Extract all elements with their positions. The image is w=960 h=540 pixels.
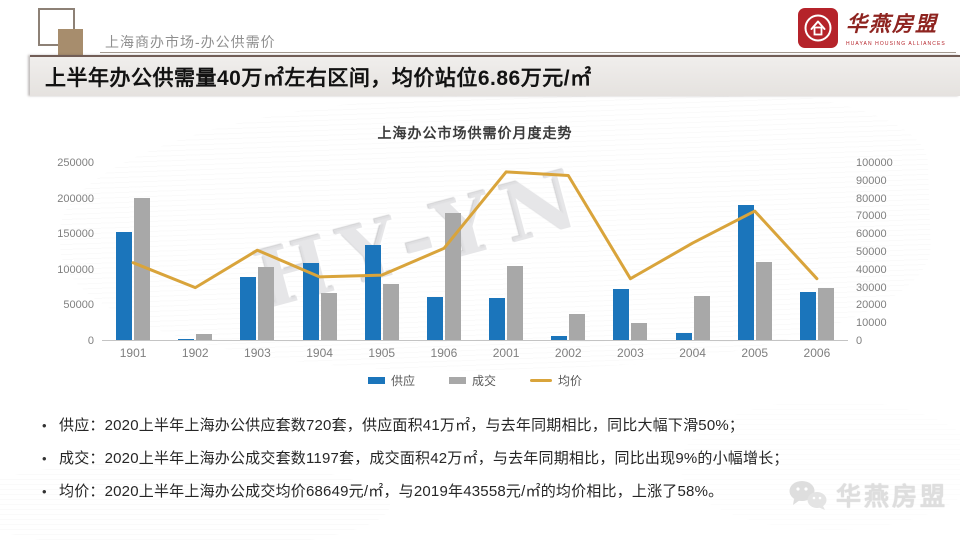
chart-legend: 供应 成交 均价 [102, 372, 848, 389]
bar-supply [613, 289, 630, 340]
line-avg-price [131, 170, 819, 290]
deco-square-outline [38, 8, 75, 46]
bar-deal [134, 197, 151, 340]
y-axis-tick-label: 100000 [57, 263, 94, 276]
legend-swatch-deal [448, 377, 466, 384]
y-axis-tick-label: 0 [856, 335, 863, 347]
brand-watermark: 华燕房盟 [788, 477, 948, 513]
bar-deal [444, 213, 461, 340]
y-axis-tick-label: 150000 [57, 228, 94, 241]
legend-label-deal: 成交 [471, 374, 496, 388]
x-axis-tick-label: 2004 [679, 346, 706, 360]
logo-text: 华燕房盟 [846, 11, 938, 36]
y-axis-tick-label: 60000 [856, 228, 887, 241]
y-axis-tick-label: 70000 [856, 210, 887, 223]
plot-area: HY-YN [102, 149, 848, 341]
legend-item-deal: 成交 [448, 372, 496, 389]
x-axis-tick-label: 2002 [554, 346, 582, 360]
legend-label-supply: 供应 [390, 374, 415, 388]
bar-supply [737, 204, 754, 340]
x-axis: 1901 1902 1903 1904 1905 1906 2001 2002 2003 2004… [102, 347, 848, 363]
x-axis-tick-label: 2006 [803, 346, 831, 360]
bar-deal [507, 265, 524, 340]
bar-supply [116, 231, 133, 340]
bar-supply [178, 338, 195, 340]
y-axis-tick-label: 200000 [57, 192, 94, 205]
bar-supply [426, 296, 443, 340]
y-axis-tick-label: 100000 [856, 157, 893, 169]
x-axis-tick-label: 1902 [181, 346, 209, 360]
bar-deal [631, 322, 648, 340]
bar-deal [755, 261, 772, 340]
x-axis-tick-label: 2005 [741, 346, 769, 360]
right-y-axis: 0 10000 20000 30000 40000 50000 60000 70000 8000… [856, 157, 926, 347]
deco-square-fill [58, 29, 83, 57]
bar-deal [569, 314, 586, 340]
logo: 华燕房盟 HUAYAN HOUSING ALLIANCES [798, 8, 946, 48]
legend-swatch-supply [367, 377, 385, 384]
bar-deal [258, 267, 275, 340]
bar-deal [320, 293, 337, 340]
y-axis-tick-label: 10000 [856, 317, 887, 330]
logo-text-block: 华燕房盟 HUAYAN HOUSING ALLIANCES [846, 8, 946, 47]
bar-deal [196, 334, 213, 340]
x-axis-tick-label: 2001 [492, 346, 520, 360]
y-axis-tick-label: 90000 [856, 174, 887, 187]
breadcrumb: 上海商办市场-办公供需价 [105, 34, 276, 50]
bar-deal [817, 288, 834, 340]
chart-title: 上海办公市场供需价月度走势 [377, 125, 573, 141]
line-layer [131, 170, 819, 290]
bar-supply [240, 277, 257, 340]
y-axis-tick-label: 250000 [57, 157, 94, 169]
header-divider [100, 52, 956, 53]
y-axis-tick-label: 20000 [856, 299, 887, 312]
bullet-deal: 成交：2020上半年上海办公成交套数1197套，成交面积42万㎡，与去年同期相比… [40, 449, 930, 469]
wechat-icon [789, 481, 827, 510]
bar-supply [675, 332, 692, 340]
bar-supply [799, 291, 816, 340]
logo-icon [798, 8, 838, 48]
bar-deal [382, 284, 399, 340]
x-axis-tick-label: 1905 [368, 346, 396, 360]
bar-supply [364, 244, 381, 340]
x-axis-tick-label: 1901 [119, 346, 147, 360]
bar-supply [302, 263, 319, 340]
legend-item-avg-price: 均价 [530, 372, 582, 389]
x-axis-tick-label: 1906 [430, 346, 458, 360]
logo-subtext: HUAYAN HOUSING ALLIANCES [846, 41, 946, 47]
bullet-price: 均价：2020上半年上海办公成交均价68649元/㎡，与2019年43558元/… [40, 482, 930, 502]
y-axis-tick-label: 0 [87, 335, 94, 347]
y-axis-tick-label: 30000 [856, 281, 887, 294]
house-emblem-icon [804, 14, 832, 42]
legend-label-avg-price: 均价 [558, 374, 583, 388]
summary-bullets: 供应：2020上半年上海办公供应套数720套，供应面积41万㎡，与去年同期相比，… [40, 416, 930, 515]
bar-supply [551, 335, 568, 340]
y-axis-tick-label: 80000 [856, 192, 887, 205]
y-axis-tick-label: 50000 [63, 299, 94, 312]
legend-swatch-avg-price [530, 379, 552, 382]
legend-item-supply: 供应 [367, 372, 415, 389]
bar-deal [693, 295, 710, 340]
bullet-supply: 供应：2020上半年上海办公供应套数720套，供应面积41万㎡，与去年同期相比，… [40, 416, 930, 436]
title-bar: 上半年办公供需量40万㎡左右区间，均价站位6.86万元/㎡ [30, 55, 960, 96]
bar-supply [489, 298, 506, 340]
x-axis-tick-label: 2003 [617, 346, 644, 360]
y-axis-tick-label: 50000 [856, 246, 887, 258]
x-axis-tick-label: 1904 [306, 346, 333, 360]
left-y-axis: 0 50000 100000 150000 200000 250000 [0, 157, 94, 347]
x-axis-tick-label: 1903 [244, 346, 271, 360]
page-title: 上半年办公供需量40万㎡左右区间，均价站位6.86万元/㎡ [45, 66, 592, 90]
brand-watermark-text: 华燕房盟 [836, 483, 949, 511]
y-axis-tick-label: 40000 [856, 263, 887, 276]
